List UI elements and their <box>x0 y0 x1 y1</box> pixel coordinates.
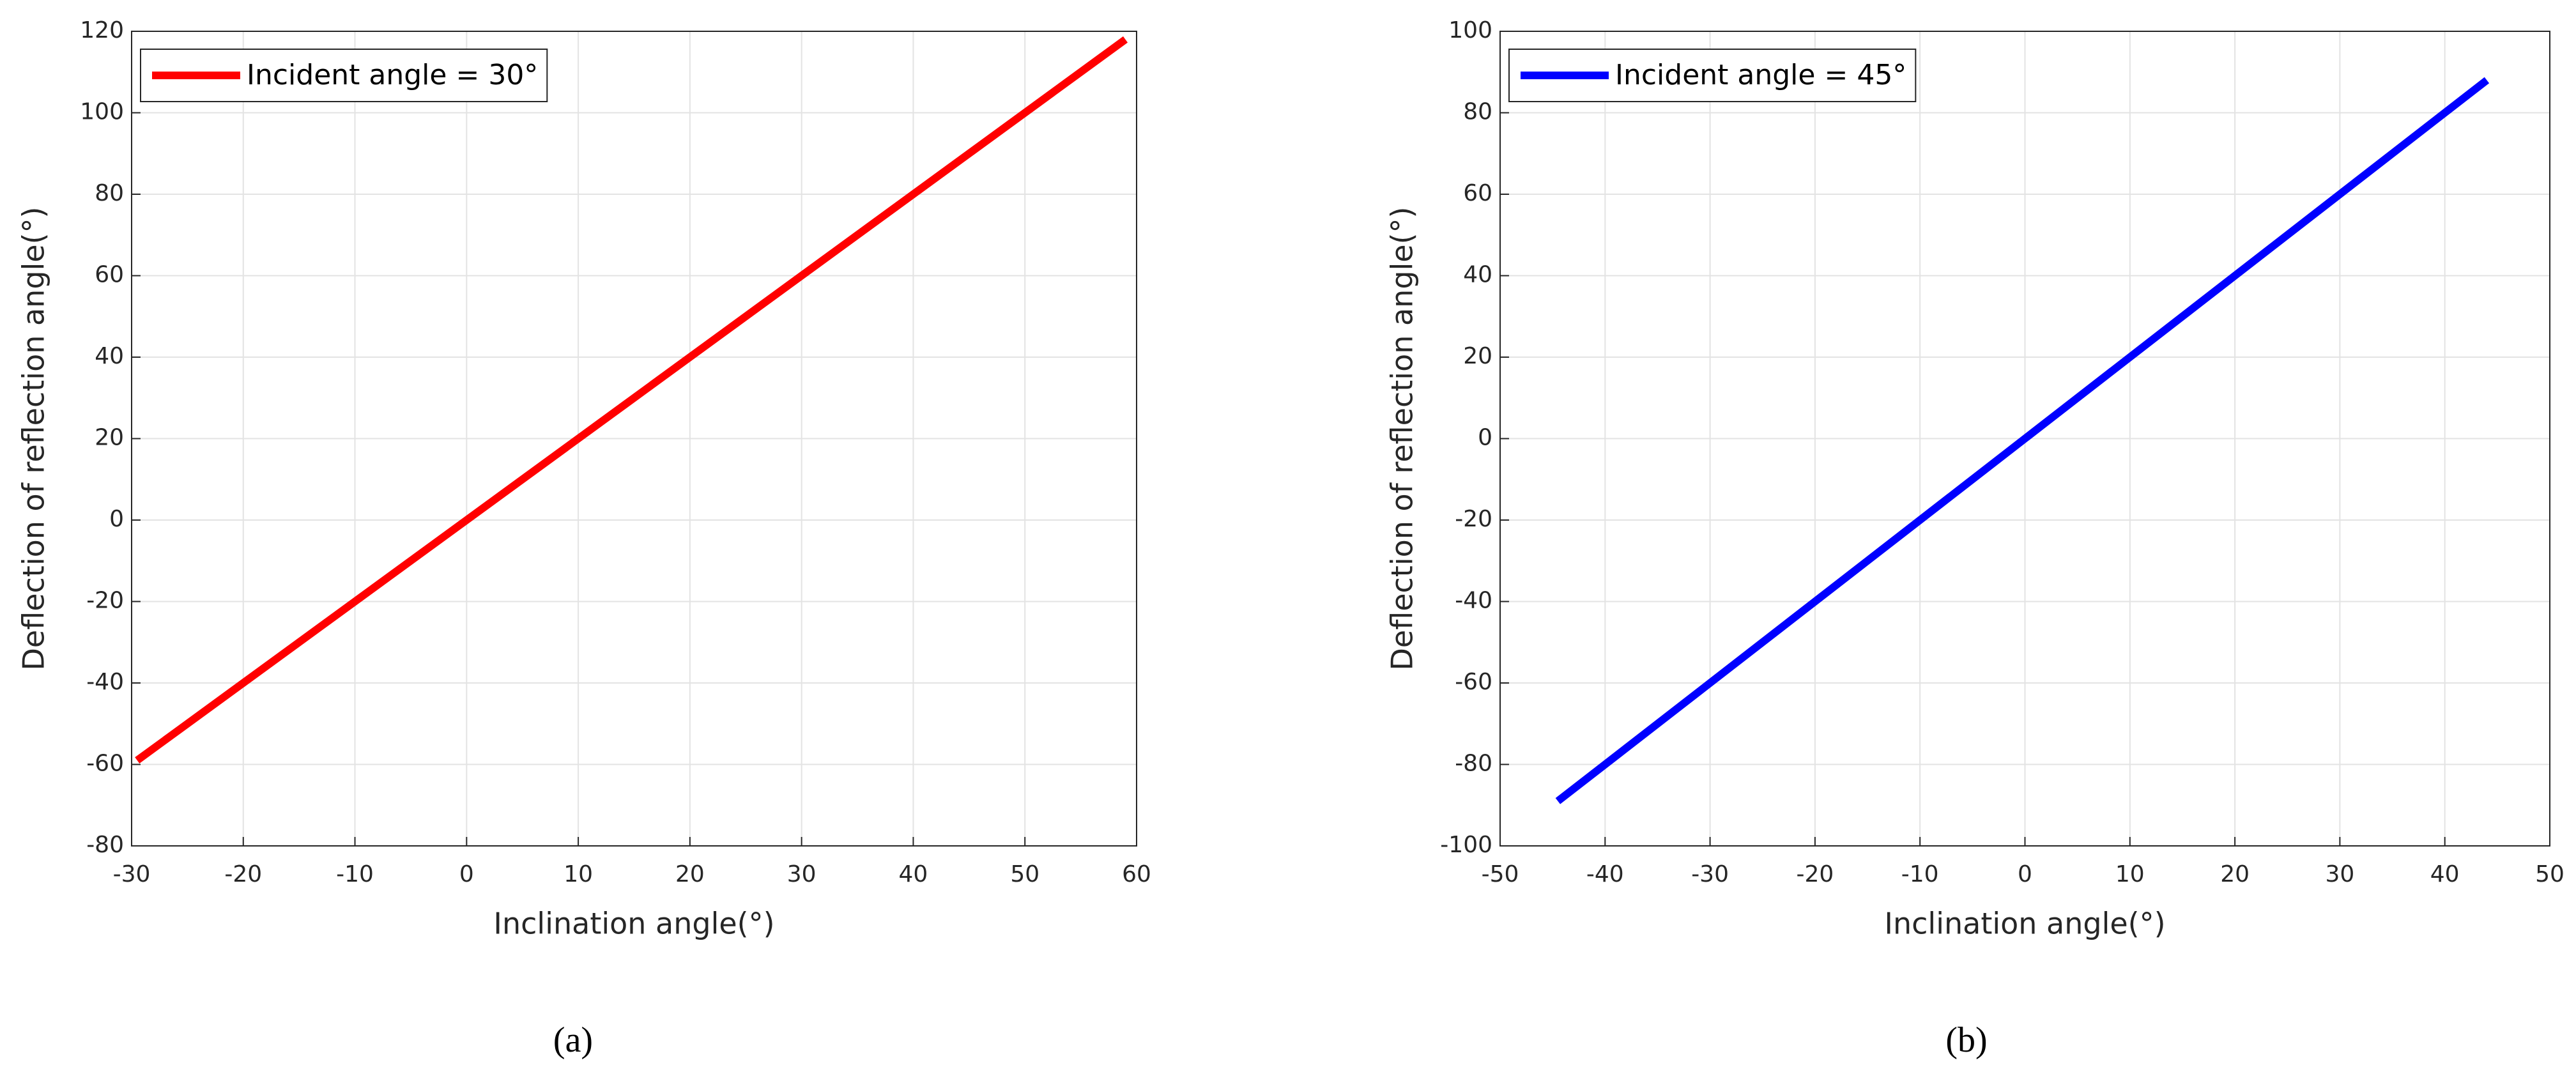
y-tick-label: -60 <box>1455 669 1492 695</box>
x-tick-label: 10 <box>564 861 593 887</box>
y-tick-label: -20 <box>86 588 124 614</box>
x-tick-label: -30 <box>113 861 151 887</box>
chart: -30 -20 -10 0 10 20 30 40 50 60 -80 -60 -40 -20 0 20 40 6… <box>17 17 1151 1060</box>
legend-label: Incident angle = 30° <box>247 59 538 91</box>
x-axis-label: Inclination angle(°) <box>1884 907 2165 941</box>
x-tick-label: 50 <box>2535 861 2564 887</box>
x-axis-label: Inclination angle(°) <box>493 907 774 941</box>
x-tick-label: 30 <box>787 861 816 887</box>
x-tick-label: 40 <box>899 861 928 887</box>
y-tick-label: 60 <box>1463 180 1492 206</box>
x-tick-label: -50 <box>1482 861 1519 887</box>
data-line <box>135 36 1128 763</box>
y-tick-label: 100 <box>80 99 124 125</box>
data-line <box>1555 77 2490 804</box>
x-tick-label: -20 <box>1796 861 1834 887</box>
panel-caption: (b) <box>1945 1020 1987 1060</box>
y-tick-label: -100 <box>1440 832 1492 858</box>
y-tick-label: 40 <box>1463 262 1492 288</box>
x-tick-label: 10 <box>2115 861 2145 887</box>
panel-caption: (a) <box>553 1020 593 1060</box>
x-tick-label: -40 <box>1586 861 1624 887</box>
y-tick-label: -40 <box>86 669 124 695</box>
y-axis-label: Deflection of reflection angle(°) <box>17 206 51 670</box>
x-tick-label: -10 <box>336 861 374 887</box>
y-axis-label: Deflection of reflection angle(°) <box>1385 206 1420 670</box>
y-tick-label: 20 <box>95 425 124 451</box>
x-tick-label: 30 <box>2325 861 2354 887</box>
y-tick-label: 0 <box>1478 425 1492 451</box>
x-tick-label: 0 <box>459 861 474 887</box>
y-tick-label: 0 <box>109 506 124 532</box>
x-tick-label: 40 <box>2430 861 2460 887</box>
x-tick-label: 20 <box>2220 861 2250 887</box>
y-tick-label: -80 <box>1455 751 1492 777</box>
y-tick-label: -80 <box>86 832 124 858</box>
x-tick-label: -30 <box>1691 861 1729 887</box>
y-tick-label: 20 <box>1463 343 1492 369</box>
x-tick-label: -10 <box>1901 861 1939 887</box>
axes-box <box>1499 31 2550 847</box>
y-tick-label: -40 <box>1455 588 1492 614</box>
y-tick-label: 60 <box>95 262 124 288</box>
legend-label: Incident angle = 45° <box>1615 59 1906 91</box>
chart: -50 -40 -30 -20 -10 0 10 20 30 40 50-100-80-60-40-… <box>1385 17 2564 1060</box>
y-tick-label: 100 <box>1448 17 1492 43</box>
y-tick-label: 120 <box>80 17 124 43</box>
y-tick-label: 40 <box>95 343 124 369</box>
y-tick-label: 80 <box>95 180 124 206</box>
axes-box <box>131 31 1137 847</box>
x-tick-label: 20 <box>675 861 705 887</box>
x-tick-label: 50 <box>1010 861 1039 887</box>
y-tick-label: 80 <box>1463 99 1492 125</box>
x-tick-label: -20 <box>224 861 262 887</box>
x-tick-label: 60 <box>1122 861 1151 887</box>
y-tick-label: -60 <box>86 751 124 777</box>
x-tick-label: 0 <box>2018 861 2032 887</box>
y-tick-label: -20 <box>1455 506 1492 532</box>
